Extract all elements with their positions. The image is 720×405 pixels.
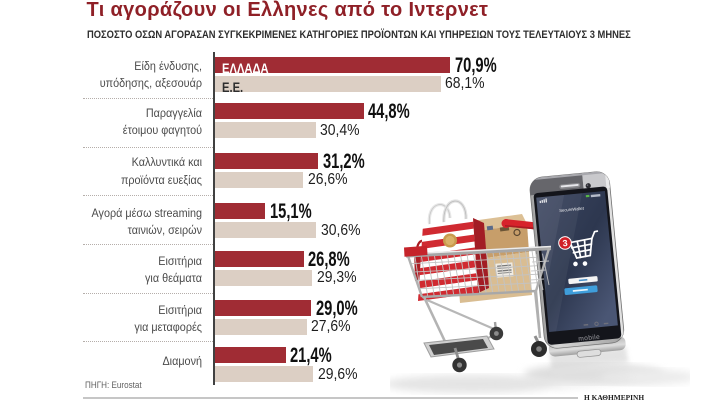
svg-text:3: 3	[562, 238, 568, 248]
svg-text:mobile: mobile	[578, 334, 600, 343]
svg-text:SecureWallet: SecureWallet	[559, 206, 585, 213]
